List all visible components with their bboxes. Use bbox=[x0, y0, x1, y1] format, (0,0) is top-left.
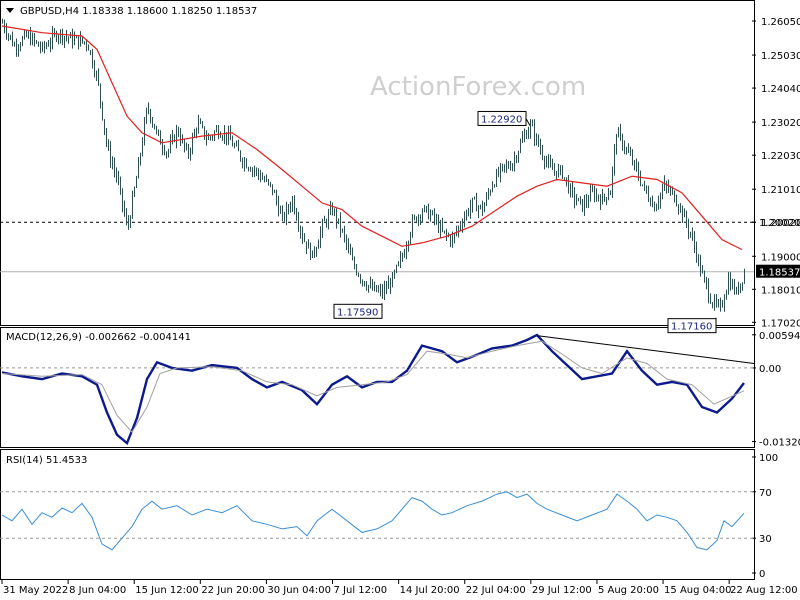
price-tick-label: 1.21010 bbox=[761, 185, 800, 196]
rsi-panel bbox=[0, 449, 755, 580]
price-tick-label: 1.19000 bbox=[761, 252, 800, 263]
rsi-title: RSI(14) 51.4533 bbox=[6, 455, 87, 466]
price-annotation: 1.17160 bbox=[671, 322, 712, 333]
reference-level-label: 1.20020 bbox=[759, 218, 800, 229]
x-tick-label: 22 Jun 20:00 bbox=[201, 585, 265, 596]
x-tick-label: 15 Jun 12:00 bbox=[135, 585, 199, 596]
price-tick-label: 1.23020 bbox=[761, 118, 800, 129]
rsi-tick-label: 0 bbox=[759, 569, 765, 580]
price-tick-label: 1.17020 bbox=[761, 318, 800, 329]
macd-title: MACD(12,26,9) -0.002662 -0.004141 bbox=[6, 332, 191, 343]
rsi-tick-label: 70 bbox=[759, 488, 772, 499]
price-annotation: 1.22920 bbox=[481, 114, 522, 125]
x-tick-label: 5 Aug 20:00 bbox=[598, 585, 659, 596]
macd-line bbox=[1, 333, 745, 446]
price-annotation-leader bbox=[525, 118, 531, 126]
rsi-tick-label: 100 bbox=[759, 453, 778, 464]
rsi-layer: 100 70 30 0 bbox=[0, 453, 778, 580]
rsi-tick-label: 30 bbox=[759, 534, 772, 545]
x-tick-label: 29 Jul 12:00 bbox=[532, 585, 592, 596]
x-tick-label: 22 Jul 04:00 bbox=[466, 585, 526, 596]
macd-trend-line bbox=[536, 335, 755, 364]
current-price-badge bbox=[756, 264, 800, 278]
moving-average-line bbox=[1, 25, 743, 251]
x-tick-label: 7 Jul 12:00 bbox=[334, 585, 388, 596]
price-tick-label: 1.25030 bbox=[761, 51, 800, 62]
x-tick-label: 8 Jun 04:00 bbox=[69, 585, 126, 596]
price-tick-label: 1.24040 bbox=[761, 84, 800, 95]
price-title: GBPUSD,H4 1.18338 1.18600 1.18250 1.1853… bbox=[20, 6, 257, 17]
x-axis: 31 May 2022 8 Jun 04:00 15 Jun 12:00 22 Jun… bbox=[1, 580, 798, 596]
current-price-label: 1.18537 bbox=[759, 268, 800, 279]
x-tick-label: 22 Aug 12:00 bbox=[730, 585, 797, 596]
price-annotation: 1.17590 bbox=[337, 307, 378, 318]
rsi-line bbox=[1, 491, 745, 551]
price-tick-label: 1.26050 bbox=[761, 17, 800, 28]
macd-tick-label: -0.013207 bbox=[759, 438, 800, 449]
price-tick-label: 1.20020 bbox=[761, 218, 800, 229]
x-tick-label: 14 Jul 20:00 bbox=[400, 585, 460, 596]
dropdown-triangle-icon[interactable] bbox=[6, 8, 14, 13]
price-layer: 1.26050 1.25030 1.24040 1.23020 1.22030 1.210… bbox=[0, 17, 800, 334]
x-tick-label: 31 May 2022 bbox=[3, 585, 68, 596]
macd-layer: 0.005941 0.00 -0.013207 bbox=[0, 331, 800, 449]
price-tick-label: 1.22030 bbox=[761, 151, 800, 162]
x-tick-label: 15 Aug 04:00 bbox=[664, 585, 731, 596]
price-panel bbox=[0, 0, 755, 326]
watermark: ActionForex.com bbox=[370, 72, 586, 102]
price-tick-label: 1.18010 bbox=[761, 285, 800, 296]
macd-signal-line bbox=[1, 340, 745, 433]
macd-tick-label: 0.005941 bbox=[759, 331, 800, 342]
macd-panel bbox=[0, 327, 755, 448]
x-tick-label: 30 Jun 04:00 bbox=[267, 585, 331, 596]
macd-tick-label: 0.00 bbox=[759, 364, 781, 375]
